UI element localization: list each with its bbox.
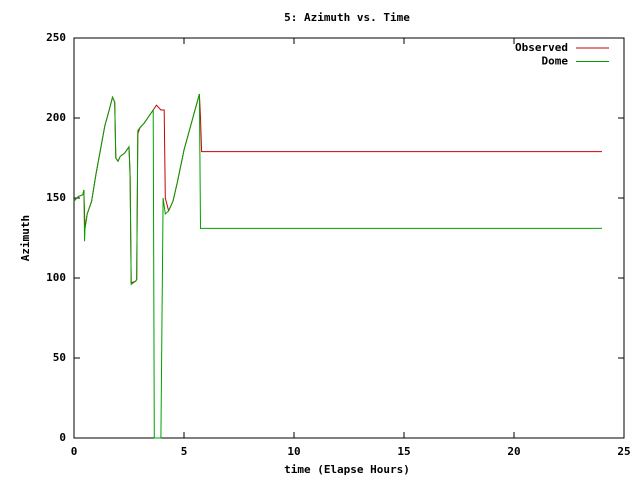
legend-label: Observed bbox=[515, 41, 568, 54]
x-tick-label: 0 bbox=[71, 445, 78, 458]
y-tick-label: 200 bbox=[46, 111, 66, 124]
x-tick-label: 5 bbox=[181, 445, 188, 458]
y-tick-label: 0 bbox=[59, 431, 66, 444]
y-tick-label: 150 bbox=[46, 191, 66, 204]
y-axis-label: Azimuth bbox=[19, 215, 32, 261]
y-tick-label: 250 bbox=[46, 31, 66, 44]
y-tick-label: 100 bbox=[46, 271, 66, 284]
y-tick-label: 50 bbox=[53, 351, 66, 364]
legend-label: Dome bbox=[542, 55, 569, 68]
x-tick-label: 15 bbox=[397, 445, 410, 458]
x-axis-label: time (Elapse Hours) bbox=[284, 463, 410, 476]
plot-border bbox=[73, 37, 625, 439]
x-tick-label: 25 bbox=[617, 445, 630, 458]
x-tick-label: 10 bbox=[287, 445, 300, 458]
chart-title: 5: Azimuth vs. Time bbox=[284, 11, 410, 24]
data-line bbox=[73, 93, 602, 439]
x-tick-label: 20 bbox=[507, 445, 520, 458]
